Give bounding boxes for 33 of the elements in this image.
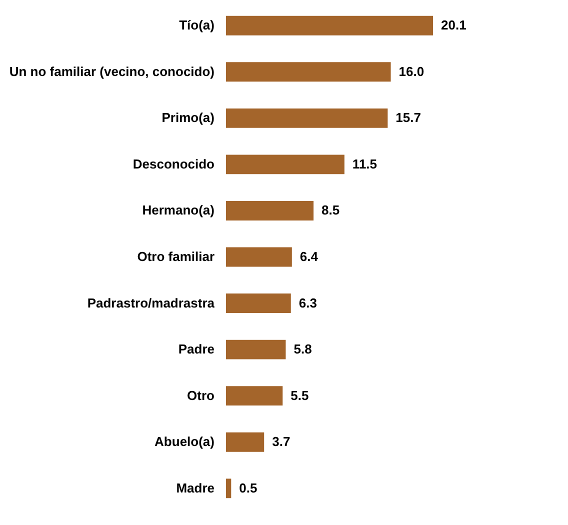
- bar: [226, 478, 232, 498]
- y-tick-label: Padrastro/madrastra: [87, 295, 216, 310]
- bar: [226, 16, 433, 36]
- y-tick-label: Padre: [178, 342, 214, 357]
- bar: [226, 62, 391, 82]
- bar: [226, 432, 264, 452]
- data-label: 5.5: [290, 388, 309, 403]
- y-tick-label: Hermano(a): [142, 202, 214, 218]
- bar: [226, 154, 344, 174]
- y-tick-label: Abuelo(a): [154, 434, 214, 450]
- bar: [226, 108, 388, 128]
- data-label: 11.5: [352, 156, 378, 172]
- data-label: 5.8: [294, 342, 312, 357]
- data-label: 15.7: [396, 110, 421, 126]
- data-label: 6.4: [300, 249, 319, 264]
- y-tick-label: Otro: [187, 388, 215, 403]
- data-label: 6.3: [298, 295, 317, 310]
- bar: [226, 340, 286, 360]
- data-label: 8.5: [322, 202, 340, 218]
- bar: [226, 294, 291, 313]
- bar: [226, 386, 283, 406]
- y-tick-label: Primo(a): [162, 110, 214, 126]
- y-tick-label: Desconocido: [132, 156, 215, 172]
- bar: [226, 201, 314, 220]
- y-tick-label: Otro familiar: [137, 249, 214, 264]
- data-label: 16.0: [398, 64, 424, 79]
- data-label: 20.1: [441, 18, 466, 33]
- bar: [226, 247, 292, 267]
- y-tick-label: Tío(a): [179, 18, 214, 33]
- y-tick-label: Madre: [176, 480, 214, 496]
- data-label: 3.7: [272, 434, 290, 450]
- y-tick-label: Un no familiar (vecino, conocido): [9, 64, 214, 79]
- data-label: 0.5: [239, 480, 258, 496]
